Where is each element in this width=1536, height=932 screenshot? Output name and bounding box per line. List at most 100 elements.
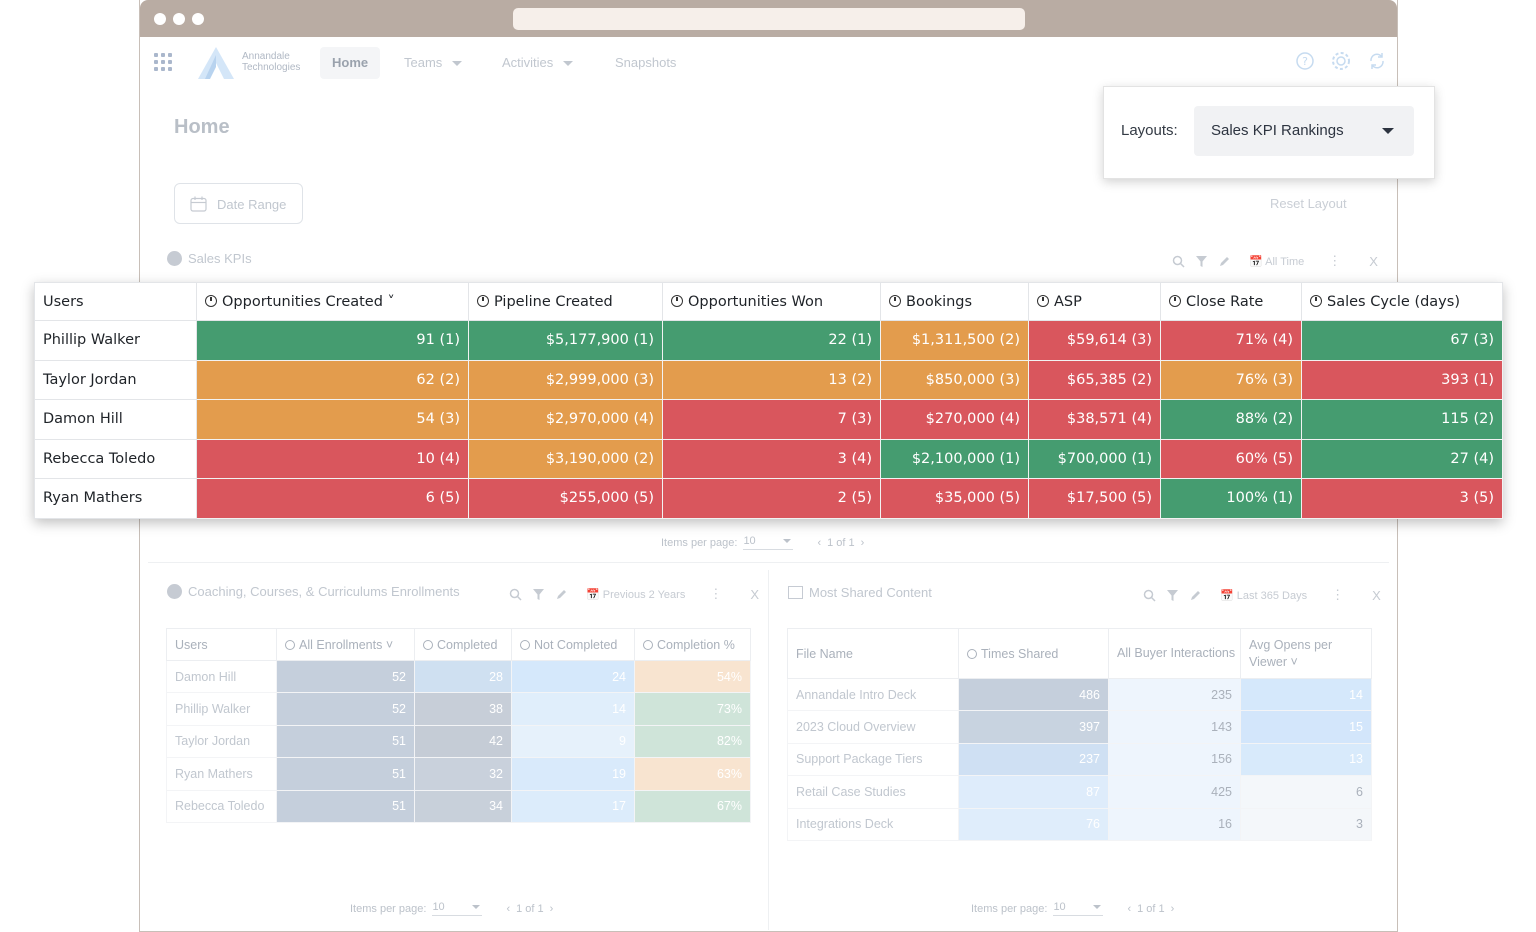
refresh-icon[interactable] bbox=[1367, 51, 1387, 71]
date-range-button[interactable]: Date Range bbox=[174, 183, 303, 224]
column-header[interactable]: All Buyer Interactions bbox=[1108, 628, 1241, 679]
filter-icon[interactable] bbox=[1195, 255, 1208, 268]
table-row[interactable]: Annandale Intro Deck 486 235 14 bbox=[787, 677, 1372, 712]
next-page-icon[interactable]: › bbox=[1170, 902, 1175, 915]
table-row[interactable]: Phillip Walker 52 38 14 73% bbox=[166, 692, 751, 726]
close-icon[interactable]: X bbox=[1372, 587, 1381, 603]
column-header-pipeline-created[interactable]: Pipeline Created bbox=[468, 282, 663, 321]
filter-icon[interactable] bbox=[1166, 589, 1179, 602]
table-row[interactable]: Damon Hill 52 28 24 54% bbox=[166, 659, 751, 694]
next-page-icon[interactable]: › bbox=[549, 902, 554, 915]
table-row[interactable]: Damon Hill 54 (3) $2,970,000 (4) 7 (3) $270,… bbox=[34, 399, 1503, 440]
file-name-cell: Retail Case Studies bbox=[787, 775, 959, 809]
table-row[interactable]: Rebecca Toledo 10 (4) $3,190,000 (2) 3 (4) $… bbox=[34, 438, 1503, 479]
column-header-sales-cycle[interactable]: Sales Cycle (days) bbox=[1301, 282, 1503, 321]
table-row[interactable]: Taylor Jordan 51 42 9 82% bbox=[166, 724, 751, 759]
prev-page-icon[interactable]: ‹ bbox=[1127, 902, 1132, 915]
search-icon[interactable] bbox=[1143, 589, 1156, 602]
next-page-icon[interactable]: › bbox=[860, 536, 865, 549]
shared-value-cell: 6 bbox=[1240, 775, 1372, 809]
enrollment-value-cell: 73% bbox=[634, 692, 751, 726]
kpi-value-cell: $17,500 (5) bbox=[1028, 478, 1161, 519]
date-range-label: Date Range bbox=[217, 197, 287, 212]
edit-icon[interactable] bbox=[1218, 255, 1231, 268]
search-icon[interactable] bbox=[509, 588, 522, 601]
app-grid-icon[interactable] bbox=[154, 53, 172, 71]
column-header[interactable]: Completed bbox=[414, 628, 512, 661]
column-header-asp[interactable]: ASP bbox=[1028, 282, 1161, 321]
chevron-down-icon bbox=[452, 61, 463, 67]
nav-snapshots[interactable]: Snapshots bbox=[615, 55, 677, 70]
help-icon[interactable]: ? bbox=[1295, 51, 1315, 71]
kpi-value-cell: 27 (4) bbox=[1301, 438, 1503, 479]
window-dot[interactable] bbox=[192, 13, 204, 25]
shared-value-cell: 13 bbox=[1240, 742, 1372, 777]
prev-page-icon[interactable]: ‹ bbox=[506, 902, 511, 915]
table-row[interactable]: Ryan Mathers 6 (5) $255,000 (5) 2 (5) $35,00… bbox=[34, 478, 1503, 519]
nav-home[interactable]: Home bbox=[320, 47, 381, 79]
table-row[interactable]: Support Package Tiers 237 156 13 bbox=[787, 742, 1372, 777]
company-logo[interactable]: Annandale Technologies bbox=[196, 45, 316, 81]
shared-content-pager: Items per page: 10 ‹ 1 of 1 › bbox=[971, 901, 1175, 916]
gear-icon[interactable] bbox=[1331, 51, 1351, 71]
table-header-row: File Name Times Shared All Buyer Interac… bbox=[787, 628, 1372, 679]
shared-value-cell: 3 bbox=[1240, 807, 1372, 841]
logo-icon bbox=[198, 47, 234, 79]
reset-layout-link[interactable]: Reset Layout bbox=[1270, 196, 1347, 211]
clock-icon bbox=[671, 294, 683, 307]
nav-teams[interactable]: Teams bbox=[392, 47, 474, 79]
column-header-opportunities-won[interactable]: Opportunities Won bbox=[662, 282, 881, 321]
window-dot[interactable] bbox=[154, 13, 166, 25]
close-icon[interactable]: X bbox=[1369, 253, 1378, 269]
sales-kpis-pager: Items per page: 10 ‹ 1 of 1 › bbox=[661, 535, 865, 550]
table-row[interactable]: 2023 Cloud Overview 397 143 15 bbox=[787, 710, 1372, 744]
enrollment-value-cell: 14 bbox=[511, 692, 635, 726]
kpi-value-cell: $270,000 (4) bbox=[880, 399, 1029, 440]
table-row[interactable]: Phillip Walker 91 (1) $5,177,900 (1) 22 (1)… bbox=[34, 320, 1503, 361]
clock-icon bbox=[205, 294, 217, 307]
period-filter[interactable]: 📅 All Time bbox=[1249, 255, 1305, 268]
column-header-close-rate[interactable]: Close Rate bbox=[1160, 282, 1302, 321]
table-row[interactable]: Retail Case Studies 87 425 6 bbox=[787, 775, 1372, 809]
prev-page-icon[interactable]: ‹ bbox=[817, 536, 822, 549]
items-per-page-select[interactable]: 10 bbox=[743, 535, 794, 550]
nav-activities[interactable]: Activities bbox=[490, 47, 585, 79]
window-dot[interactable] bbox=[173, 13, 185, 25]
period-filter[interactable]: 📅 Last 365 Days bbox=[1220, 589, 1308, 602]
table-row[interactable]: Rebecca Toledo 51 34 17 67% bbox=[166, 789, 751, 823]
table-row[interactable]: Ryan Mathers 51 32 19 63% bbox=[166, 757, 751, 791]
column-header-bookings[interactable]: Bookings bbox=[880, 282, 1029, 321]
kpi-value-cell: $3,190,000 (2) bbox=[468, 438, 663, 479]
more-icon[interactable]: ⋮ bbox=[1328, 253, 1342, 268]
column-header[interactable]: Times Shared bbox=[958, 628, 1109, 679]
column-header[interactable]: Completion % bbox=[634, 628, 751, 661]
period-filter[interactable]: 📅 Previous 2 Years bbox=[586, 588, 686, 601]
column-header[interactable]: Not Completed bbox=[511, 628, 635, 661]
user-name-cell: Rebecca Toledo bbox=[166, 789, 277, 823]
address-bar[interactable] bbox=[513, 8, 1025, 30]
edit-icon[interactable] bbox=[555, 588, 568, 601]
column-header[interactable]: Users bbox=[166, 628, 277, 661]
shared-value-cell: 143 bbox=[1108, 710, 1241, 744]
user-name-cell: Rebecca Toledo bbox=[34, 438, 197, 479]
close-icon[interactable]: X bbox=[750, 586, 759, 602]
chevron-down-icon bbox=[563, 61, 574, 67]
kpi-value-cell: 3 (5) bbox=[1301, 478, 1503, 519]
column-header-opportunities-created[interactable]: Opportunities Created ˅ bbox=[196, 282, 469, 321]
table-row[interactable]: Taylor Jordan 62 (2) $2,999,000 (3) 13 (2) $… bbox=[34, 359, 1503, 400]
more-icon[interactable]: ⋮ bbox=[1331, 587, 1345, 602]
items-per-page-select[interactable]: 10 bbox=[432, 901, 483, 916]
table-row[interactable]: Integrations Deck 76 16 3 bbox=[787, 807, 1372, 841]
column-header-users[interactable]: Users bbox=[34, 282, 197, 321]
filter-icon[interactable] bbox=[532, 588, 545, 601]
column-header[interactable]: File Name bbox=[787, 628, 959, 679]
column-header[interactable]: All Enrollments ˅ bbox=[276, 628, 415, 661]
enrollment-value-cell: 19 bbox=[511, 757, 635, 791]
kpi-value-cell: $255,000 (5) bbox=[468, 478, 663, 519]
edit-icon[interactable] bbox=[1189, 589, 1202, 602]
layouts-select[interactable]: Sales KPI Rankings bbox=[1194, 106, 1414, 156]
search-icon[interactable] bbox=[1172, 255, 1185, 268]
more-icon[interactable]: ⋮ bbox=[709, 586, 723, 601]
items-per-page-select[interactable]: 10 bbox=[1053, 901, 1104, 916]
column-header[interactable]: Avg Opens per Viewer ˅ bbox=[1240, 628, 1372, 679]
